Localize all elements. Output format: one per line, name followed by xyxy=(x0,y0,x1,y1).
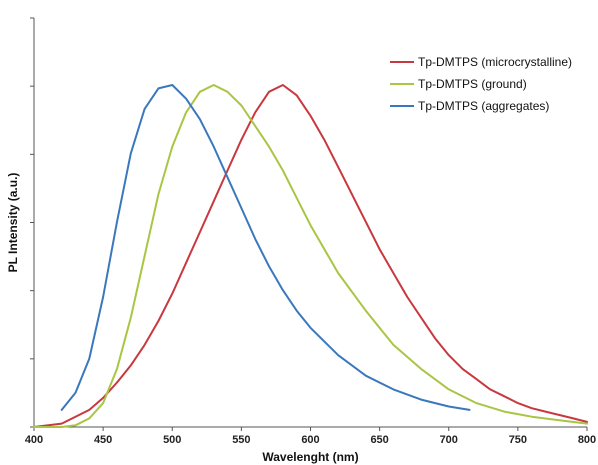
x-tick-label: 400 xyxy=(25,434,43,446)
x-axis-title: Wavelenght (nm) xyxy=(262,450,358,464)
series-line-1 xyxy=(33,84,588,428)
series-layer xyxy=(33,84,588,428)
x-tick-label: 650 xyxy=(370,434,388,446)
x-tick-label: 550 xyxy=(232,434,250,446)
legend-label-2: Tp-DMTPS (ground) xyxy=(418,77,527,91)
x-tick-label: 600 xyxy=(301,434,319,446)
x-tick-label: 450 xyxy=(94,434,112,446)
x-tick-label: 750 xyxy=(509,434,527,446)
legend-label-1: Tp-DMTPS (microcrystalline) xyxy=(418,55,572,69)
series-line-2 xyxy=(33,84,588,428)
x-tick-label: 800 xyxy=(578,434,596,446)
legend: Tp-DMTPS (microcrystalline) Tp-DMTPS (gro… xyxy=(390,55,572,113)
series-line-3 xyxy=(60,84,471,411)
x-ticks: 400 450 500 550 600 650 700 750 800 xyxy=(25,427,596,446)
y-ticks xyxy=(30,17,34,428)
y-axis-title: PL Intensity (a.u.) xyxy=(6,173,20,273)
x-tick-label: 700 xyxy=(440,434,458,446)
legend-label-3: Tp-DMTPS (aggregates) xyxy=(418,99,549,113)
x-tick-label: 500 xyxy=(163,434,181,446)
